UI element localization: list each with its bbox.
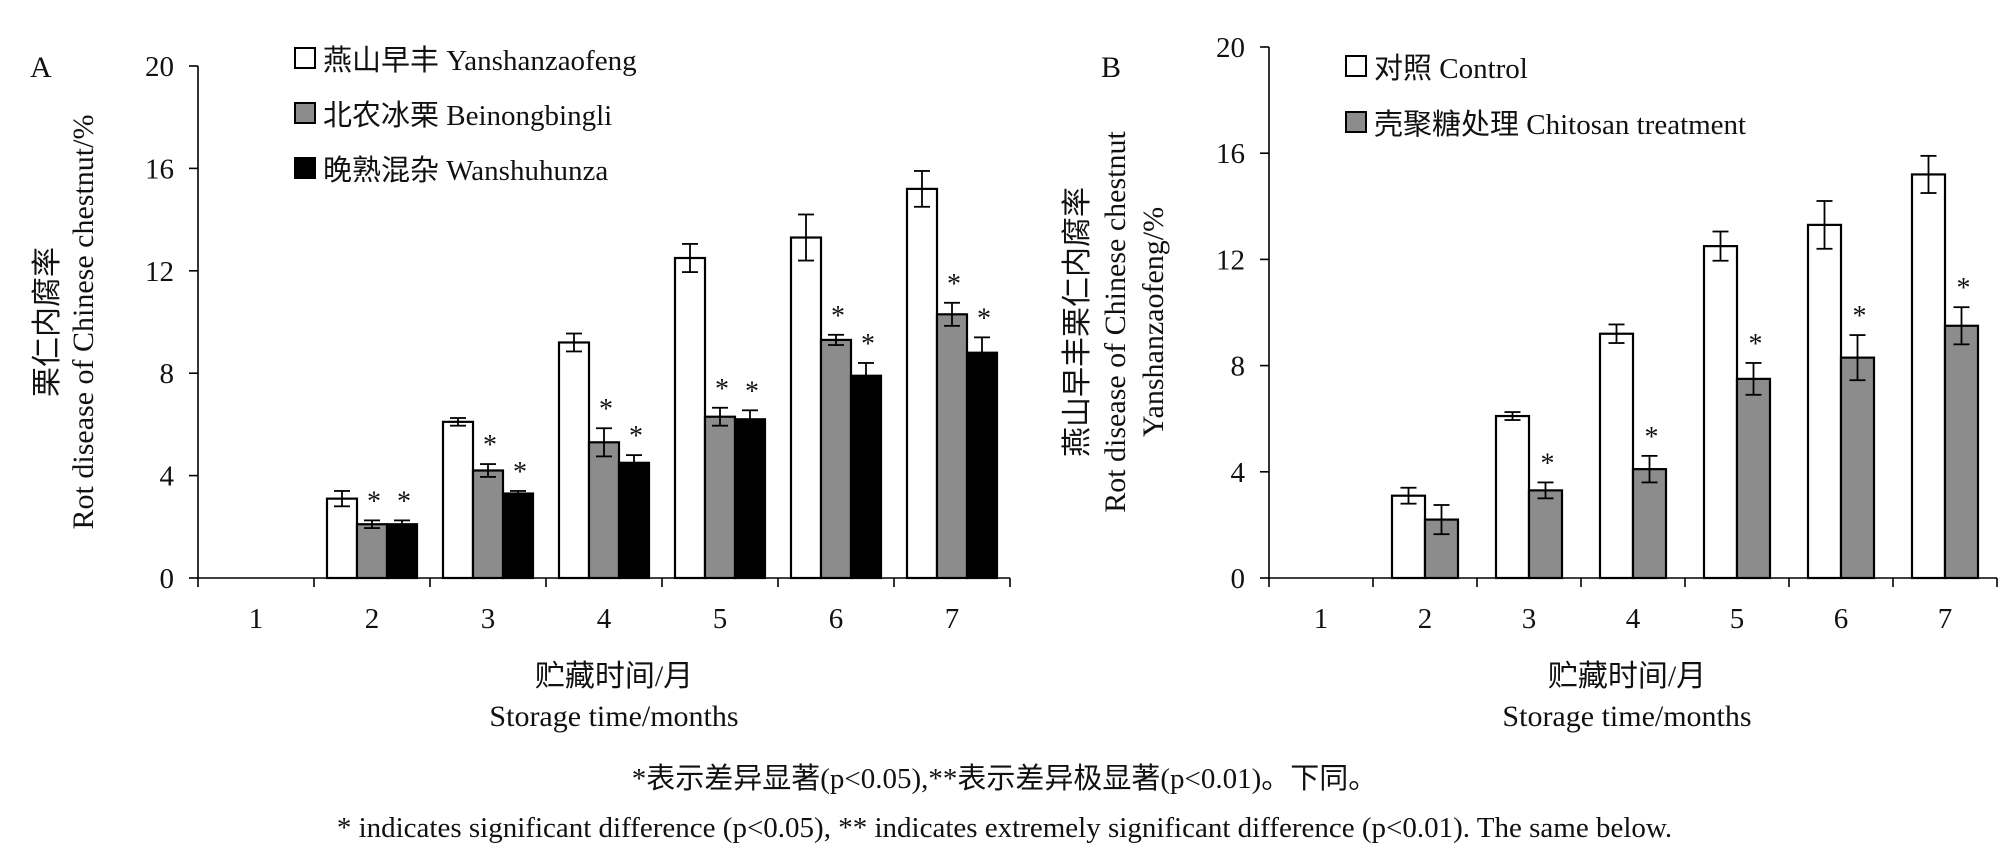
significance-marker: * — [513, 457, 527, 488]
x-tick-label: 3 — [1522, 603, 1537, 635]
bar — [501, 492, 535, 580]
bar — [1910, 173, 1947, 580]
y-tick-label: 20 — [145, 51, 174, 83]
x-tick-label: 7 — [945, 603, 960, 635]
bar — [471, 469, 505, 580]
bar — [355, 523, 389, 580]
significance-marker: * — [397, 486, 411, 517]
y-axis-title: Yanshanzaofeng/% — [1137, 207, 1170, 437]
legend-label: 对照 Control — [1374, 52, 1528, 85]
y-tick-label: 8 — [160, 358, 175, 390]
significance-marker: * — [1957, 273, 1971, 304]
legend-label: 壳聚糖处理 Chitosan treatment — [1374, 108, 1746, 141]
y-tick-label: 4 — [1231, 457, 1246, 489]
significance-marker: * — [367, 486, 381, 517]
y-tick-label: 0 — [160, 563, 175, 595]
x-tick-label: 3 — [481, 603, 496, 635]
x-tick-label: 2 — [1418, 603, 1433, 635]
bar — [1631, 468, 1668, 580]
bar — [557, 341, 591, 580]
bar — [849, 374, 883, 580]
legend-swatch — [294, 47, 316, 69]
x-axis-title-zh: 贮藏时间/月 — [535, 660, 693, 693]
significance-marker: * — [1749, 329, 1763, 360]
bar — [1943, 324, 1980, 580]
bar — [385, 523, 419, 580]
x-axis-title-en: Storage time/months — [1502, 700, 1751, 733]
x-tick-label: 1 — [1314, 603, 1329, 635]
bar — [1598, 332, 1635, 580]
significance-marker: * — [745, 376, 759, 407]
caption-chinese: *表示差异显著(p<0.05),**表示差异极显著(p<0.01)。下同。 — [631, 763, 1378, 795]
significance-marker: * — [1853, 301, 1867, 332]
bar — [1494, 414, 1531, 580]
x-tick-label: 6 — [829, 603, 844, 635]
significance-marker: * — [977, 303, 991, 334]
y-tick-label: 16 — [145, 153, 174, 185]
significance-marker: * — [629, 421, 643, 452]
y-tick-label: 12 — [145, 256, 174, 288]
caption-english: * indicates significant difference (p<0.… — [336, 812, 1673, 844]
significance-marker: * — [1541, 448, 1555, 479]
bar — [965, 351, 999, 580]
bar — [1839, 356, 1876, 580]
bar — [733, 418, 767, 580]
legend-swatch — [294, 102, 316, 124]
y-tick-label: 20 — [1216, 32, 1245, 64]
panel-label: B — [1101, 51, 1121, 84]
y-axis-title: Rot disease of Chinese chestnut — [1099, 131, 1132, 513]
y-axis-title: 燕山早丰栗仁内腐率 — [1061, 187, 1094, 457]
legend-label: 燕山早丰 Yanshanzaofeng — [323, 44, 637, 77]
bar — [1806, 223, 1843, 580]
x-tick-label: 2 — [365, 603, 380, 635]
bar — [703, 415, 737, 580]
bar — [819, 338, 853, 580]
significance-marker: * — [483, 430, 497, 461]
y-axis-title: Rot disease of Chinese chestnut/% — [67, 115, 100, 530]
y-tick-label: 12 — [1216, 244, 1245, 276]
y-tick-label: 16 — [1216, 138, 1245, 170]
x-tick-label: 1 — [249, 603, 264, 635]
x-tick-label: 6 — [1834, 603, 1849, 635]
x-tick-label: 5 — [713, 603, 728, 635]
significance-marker: * — [861, 329, 875, 360]
bar — [1390, 494, 1427, 580]
bar — [673, 256, 707, 580]
legend-label: 晚熟混杂 Wanshuhunza — [323, 154, 608, 187]
panel-label: A — [30, 51, 52, 84]
bar — [587, 441, 621, 580]
significance-marker: * — [715, 374, 729, 405]
x-tick-label: 4 — [1626, 603, 1641, 635]
y-tick-label: 8 — [1231, 351, 1246, 383]
legend-label: 北农冰栗 Beinongbingli — [323, 99, 612, 132]
legend-swatch — [294, 157, 316, 179]
bar — [441, 420, 475, 580]
bar — [617, 461, 651, 580]
x-axis-title-en: Storage time/months — [489, 700, 738, 733]
bar — [1702, 245, 1739, 580]
significance-marker: * — [599, 394, 613, 425]
significance-marker: * — [831, 301, 845, 332]
legend-swatch — [1345, 55, 1367, 77]
y-tick-label: 0 — [1231, 563, 1246, 595]
bar — [789, 236, 823, 580]
x-tick-label: 5 — [1730, 603, 1745, 635]
bar — [935, 313, 969, 580]
x-axis-title-zh: 贮藏时间/月 — [1548, 660, 1706, 693]
bar — [325, 497, 359, 580]
y-tick-label: 4 — [160, 461, 175, 493]
x-tick-label: 4 — [597, 603, 612, 635]
bar — [1735, 377, 1772, 580]
x-tick-label: 7 — [1938, 603, 1953, 635]
significance-marker: * — [947, 269, 961, 300]
legend-swatch — [1345, 111, 1367, 133]
y-axis-title: 栗仁内腐率 — [31, 247, 64, 397]
bar — [905, 187, 939, 580]
bar — [1527, 489, 1564, 580]
significance-marker: * — [1645, 422, 1659, 453]
